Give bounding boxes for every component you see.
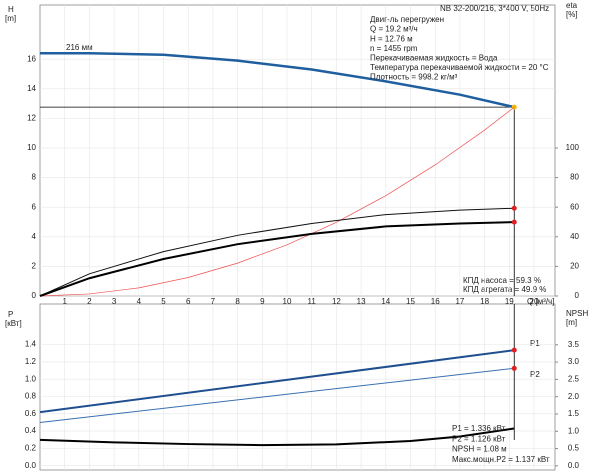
- operating-marker: [511, 219, 517, 225]
- x-tick-label: 10: [283, 297, 292, 306]
- operating-marker: [511, 347, 517, 353]
- x-tick-label: 18: [480, 297, 489, 306]
- x-tick-label: 12: [332, 297, 341, 306]
- x-label: Q [м³/ч]: [527, 297, 554, 306]
- y-unit: [m]: [5, 14, 16, 23]
- y-tick-label: 0: [32, 291, 37, 300]
- annotation: Макс.мощн.P2 = 1.137 кВт: [452, 455, 550, 464]
- eff-label: КПД агрегата = 49.9 %: [463, 285, 546, 294]
- annotation: P2 = 1.126 кВт: [452, 434, 506, 443]
- operating-marker: [511, 205, 517, 211]
- y2-tick-label: 0.0: [568, 461, 580, 470]
- x-tick-label: 3: [112, 297, 117, 306]
- y-tick-label: 16: [27, 54, 36, 63]
- y-tick-label: 0.6: [25, 409, 37, 418]
- x-tick-label: 17: [455, 297, 464, 306]
- x-tick-label: 20: [530, 297, 539, 306]
- annotation: Перекачиваемая жидкость = Вода: [370, 54, 498, 63]
- y2-tick-label: 100: [566, 143, 580, 152]
- operating-marker: [511, 365, 517, 371]
- curve-label: 216 мм: [66, 43, 93, 52]
- y2-tick-label: 3.5: [568, 340, 580, 349]
- y-tick-label: 0.2: [25, 443, 37, 452]
- chart-title: NB 32-200/216, 3*400 V, 50Hz: [440, 4, 549, 13]
- annotation: H = 12.76 м: [370, 34, 413, 43]
- y2-unit: [%]: [566, 10, 578, 19]
- annotation: NPSH = 1.08 м: [452, 445, 507, 454]
- y-tick-label: 10: [27, 143, 36, 152]
- x-tick-label: 1: [62, 297, 67, 306]
- y2-label: eta: [566, 1, 578, 10]
- y-tick-label: 6: [32, 202, 37, 211]
- series-line: [39, 367, 515, 423]
- x-tick-label: 13: [357, 297, 366, 306]
- y-tick-label: 4: [32, 232, 37, 241]
- series-line: [39, 207, 515, 297]
- y2-tick-label: 1.5: [568, 409, 580, 418]
- x-tick-label: 5: [161, 297, 166, 306]
- x-tick-label: 15: [406, 297, 415, 306]
- eff-label: КПД насоса = 59.3 %: [463, 276, 541, 285]
- series-label: P1: [530, 339, 540, 348]
- y-tick-label: 8: [32, 173, 37, 182]
- x-tick-label: 9: [260, 297, 265, 306]
- x-tick-label: 2: [87, 297, 92, 306]
- y2-tick-label: 60: [570, 202, 579, 211]
- annotation: n = 1455 rpm: [370, 44, 418, 53]
- y2-tick-label: 20: [570, 262, 579, 271]
- x-tick-label: 7: [211, 297, 216, 306]
- series-line: [39, 349, 515, 414]
- y-label: H: [8, 5, 14, 14]
- y2-tick-label: 2.0: [568, 392, 580, 401]
- annotation: Температура перекачиваемой жидкости = 20…: [370, 63, 549, 72]
- y-unit: [кВт]: [5, 319, 22, 328]
- x-tick-label: 16: [431, 297, 440, 306]
- series-line: [39, 106, 515, 297]
- x-tick-label: 11: [308, 297, 317, 306]
- y-tick-label: 1.4: [25, 340, 37, 349]
- series-line: [40, 52, 515, 109]
- y-tick-label: 1.0: [25, 374, 37, 383]
- series-line: [39, 221, 515, 297]
- y-tick-label: 12: [27, 113, 36, 122]
- x-tick-label: 6: [186, 297, 191, 306]
- y-tick-label: 0.8: [25, 392, 37, 401]
- y2-tick-label: 40: [570, 232, 579, 241]
- y2-tick-label: 2.5: [568, 375, 580, 384]
- y-tick-label: 0.0: [25, 461, 37, 470]
- top-frame: [39, 4, 556, 297]
- y2-unit: [m]: [566, 318, 577, 327]
- annotation: Плотность = 998.2 кг/м³: [370, 73, 458, 82]
- y2-tick-label: 0: [575, 291, 580, 300]
- y2-tick-label: 1.0: [568, 426, 580, 435]
- y2-tick-label: 80: [570, 173, 579, 182]
- y-tick-label: 14: [27, 84, 36, 93]
- y2-label: NPSH: [566, 309, 588, 318]
- x-tick-label: 14: [381, 297, 390, 306]
- y-tick-label: 2: [32, 262, 37, 271]
- y-label: P: [8, 310, 13, 319]
- bottom-frame: [39, 303, 556, 471]
- x-tick-label: 4: [137, 297, 142, 306]
- annotation: Двиг-ль перегружен: [370, 15, 444, 24]
- y-tick-label: 1.2: [25, 357, 37, 366]
- series-label: P2: [530, 370, 540, 379]
- annotation: P1 = 1.336 кВт: [452, 424, 506, 433]
- y2-tick-label: 3.0: [568, 357, 580, 366]
- y2-tick-label: 0.5: [568, 444, 580, 453]
- annotation: Q = 19.2 м³/ч: [370, 25, 418, 34]
- x-tick-label: 8: [235, 297, 240, 306]
- y-tick-label: 0.4: [25, 426, 37, 435]
- series-line: [39, 427, 515, 447]
- x-tick-label: 19: [505, 297, 514, 306]
